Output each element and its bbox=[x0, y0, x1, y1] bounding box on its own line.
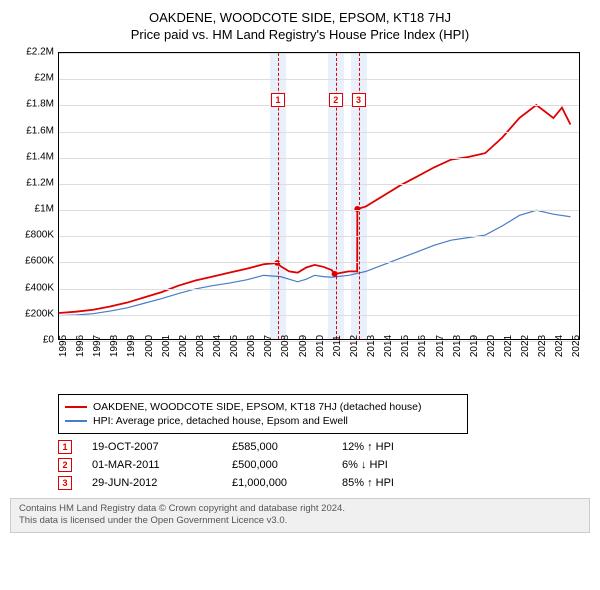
legend-swatch bbox=[65, 420, 87, 422]
series-property bbox=[59, 105, 570, 313]
sale-date: 29-JUN-2012 bbox=[92, 477, 212, 489]
y-tick-label: £2.2M bbox=[26, 47, 54, 58]
x-axis-labels: 1995199619971998199920002001200220032004… bbox=[58, 342, 580, 388]
sale-row: 1 19-OCT-2007 £585,000 12% ↑ HPI bbox=[58, 440, 590, 454]
license-line-1: Contains HM Land Registry data © Crown c… bbox=[19, 503, 581, 515]
y-tick-label: £200K bbox=[25, 308, 54, 319]
legend-row: OAKDENE, WOODCOTE SIDE, EPSOM, KT18 7HJ … bbox=[65, 401, 461, 413]
sale-price: £585,000 bbox=[232, 441, 322, 453]
sales-table: 1 19-OCT-2007 £585,000 12% ↑ HPI 2 01-MAR-201… bbox=[58, 440, 590, 490]
y-tick-label: £0 bbox=[43, 335, 54, 346]
y-tick-label: £1.4M bbox=[26, 151, 54, 162]
title-line-2: Price paid vs. HM Land Registry's House … bbox=[10, 27, 590, 42]
sale-marker-2: 2 bbox=[58, 458, 72, 472]
sale-row: 3 29-JUN-2012 £1,000,000 85% ↑ HPI bbox=[58, 476, 590, 490]
line-series-svg bbox=[59, 53, 579, 339]
sale-price: £1,000,000 bbox=[232, 477, 322, 489]
legend-label: OAKDENE, WOODCOTE SIDE, EPSOM, KT18 7HJ … bbox=[93, 401, 422, 413]
gridline-h bbox=[59, 158, 579, 159]
license-line-2: This data is licensed under the Open Gov… bbox=[19, 515, 581, 527]
y-tick-label: £600K bbox=[25, 256, 54, 267]
sale-pct: 6% ↓ HPI bbox=[342, 459, 452, 471]
x-tick-label: 2025 bbox=[571, 335, 600, 357]
y-axis-labels: £0£200K£400K£600K£800K£1M£1.2M£1.4M£1.6M… bbox=[10, 52, 56, 340]
marker-label-2: 2 bbox=[329, 93, 343, 107]
y-tick-label: £1.2M bbox=[26, 177, 54, 188]
y-tick-label: £400K bbox=[25, 282, 54, 293]
license-notice: Contains HM Land Registry data © Crown c… bbox=[10, 498, 590, 533]
gridline-h bbox=[59, 79, 579, 80]
gridline-h bbox=[59, 105, 579, 106]
marker-label-3: 3 bbox=[352, 93, 366, 107]
gridline-h bbox=[59, 132, 579, 133]
gridline-h bbox=[59, 315, 579, 316]
y-tick-label: £1.6M bbox=[26, 125, 54, 136]
y-tick-label: £800K bbox=[25, 230, 54, 241]
sale-price: £500,000 bbox=[232, 459, 322, 471]
title-block: OAKDENE, WOODCOTE SIDE, EPSOM, KT18 7HJ … bbox=[10, 10, 590, 42]
sale-date: 19-OCT-2007 bbox=[92, 441, 212, 453]
legend: OAKDENE, WOODCOTE SIDE, EPSOM, KT18 7HJ … bbox=[58, 394, 468, 434]
marker-label-1: 1 bbox=[271, 93, 285, 107]
y-tick-label: £1M bbox=[35, 204, 54, 215]
gridline-h bbox=[59, 210, 579, 211]
sale-pct: 85% ↑ HPI bbox=[342, 477, 452, 489]
legend-label: HPI: Average price, detached house, Epso… bbox=[93, 415, 348, 427]
gridline-h bbox=[59, 53, 579, 54]
gridline-h bbox=[59, 262, 579, 263]
gridline-h bbox=[59, 289, 579, 290]
sale-row: 2 01-MAR-2011 £500,000 6% ↓ HPI bbox=[58, 458, 590, 472]
sale-date: 01-MAR-2011 bbox=[92, 459, 212, 471]
legend-row: HPI: Average price, detached house, Epso… bbox=[65, 415, 461, 427]
title-line-1: OAKDENE, WOODCOTE SIDE, EPSOM, KT18 7HJ bbox=[10, 10, 590, 25]
gridline-h bbox=[59, 184, 579, 185]
y-tick-label: £1.8M bbox=[26, 99, 54, 110]
sale-marker-3: 3 bbox=[58, 476, 72, 490]
y-tick-label: £2M bbox=[35, 73, 54, 84]
plot-area: 1 23 bbox=[58, 52, 580, 340]
sale-pct: 12% ↑ HPI bbox=[342, 441, 452, 453]
legend-swatch bbox=[65, 406, 87, 408]
chart-wrap: £0 £200K £400K £600K £800K £1M £1.2M £1.4M £1.6M… bbox=[10, 48, 590, 388]
gridline-h bbox=[59, 236, 579, 237]
chart-container: OAKDENE, WOODCOTE SIDE, EPSOM, KT18 7HJ … bbox=[0, 0, 600, 590]
sale-marker-1: 1 bbox=[58, 440, 72, 454]
